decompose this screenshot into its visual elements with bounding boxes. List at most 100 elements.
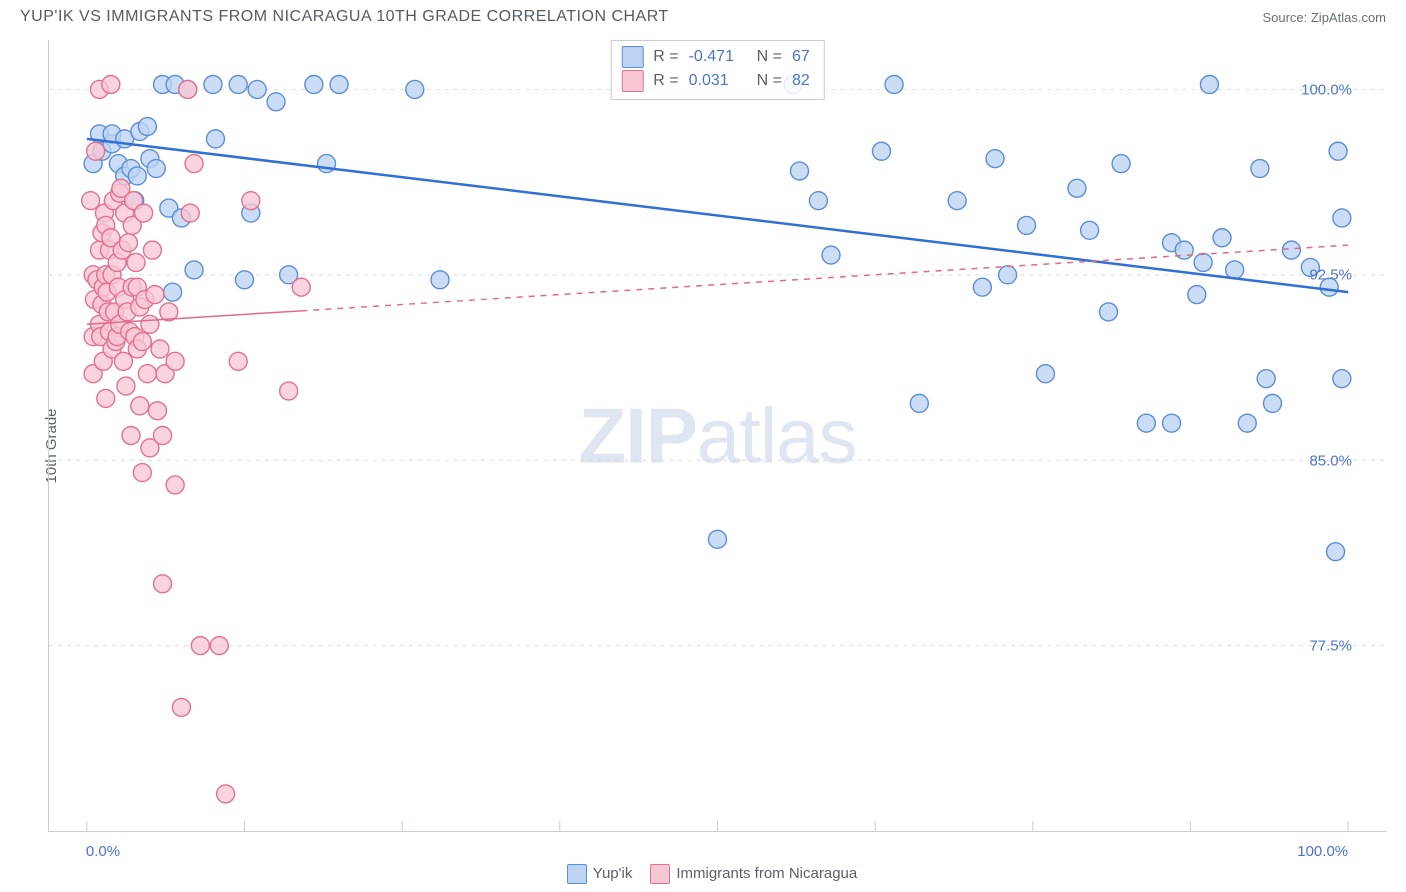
y-tick-label: 92.5% bbox=[1309, 267, 1352, 284]
r-value: 0.031 bbox=[689, 69, 747, 93]
data-point-yupik bbox=[185, 261, 203, 279]
data-point-nicaragua bbox=[133, 333, 151, 351]
data-point-yupik bbox=[973, 278, 991, 296]
data-point-yupik bbox=[1329, 142, 1347, 160]
data-point-yupik bbox=[1068, 179, 1086, 197]
data-point-yupik bbox=[1333, 370, 1351, 388]
data-point-nicaragua bbox=[117, 377, 135, 395]
data-point-yupik bbox=[1213, 229, 1231, 247]
data-point-nicaragua bbox=[127, 253, 145, 271]
data-point-yupik bbox=[1194, 253, 1212, 271]
data-point-nicaragua bbox=[146, 286, 164, 304]
data-point-nicaragua bbox=[166, 352, 184, 370]
data-point-nicaragua bbox=[131, 397, 149, 415]
legend-label: Yup'ik bbox=[593, 865, 633, 882]
data-point-nicaragua bbox=[185, 155, 203, 173]
data-point-yupik bbox=[406, 80, 424, 98]
data-point-yupik bbox=[986, 150, 1004, 168]
data-point-nicaragua bbox=[217, 785, 235, 803]
data-point-yupik bbox=[910, 394, 928, 412]
data-point-yupik bbox=[1137, 414, 1155, 432]
data-point-yupik bbox=[1251, 160, 1269, 178]
data-point-yupik bbox=[248, 80, 266, 98]
data-point-nicaragua bbox=[82, 192, 100, 210]
data-point-yupik bbox=[138, 118, 156, 136]
data-point-nicaragua bbox=[102, 76, 120, 94]
data-point-nicaragua bbox=[242, 192, 260, 210]
stats-swatch bbox=[621, 46, 643, 68]
data-point-nicaragua bbox=[154, 427, 172, 445]
data-point-nicaragua bbox=[87, 142, 105, 160]
legend-label: Immigrants from Nicaragua bbox=[676, 865, 857, 882]
data-point-nicaragua bbox=[119, 234, 137, 252]
y-tick-label: 77.5% bbox=[1309, 638, 1352, 655]
data-point-nicaragua bbox=[292, 278, 310, 296]
data-point-yupik bbox=[809, 192, 827, 210]
legend-swatch bbox=[567, 864, 587, 884]
r-value: -0.471 bbox=[689, 45, 747, 69]
r-label: R = bbox=[653, 45, 678, 69]
data-point-nicaragua bbox=[133, 464, 151, 482]
stats-swatch bbox=[621, 70, 643, 92]
legend-swatch bbox=[650, 864, 670, 884]
n-value: 67 bbox=[792, 45, 810, 69]
data-point-nicaragua bbox=[148, 402, 166, 420]
scatter-plot-svg bbox=[49, 40, 1386, 831]
data-point-nicaragua bbox=[191, 637, 209, 655]
data-point-yupik bbox=[128, 167, 146, 185]
y-tick-label: 85.0% bbox=[1309, 452, 1352, 469]
data-point-nicaragua bbox=[122, 427, 140, 445]
data-point-yupik bbox=[164, 283, 182, 301]
data-point-yupik bbox=[999, 266, 1017, 284]
data-point-yupik bbox=[1263, 394, 1281, 412]
chart-header: YUP'IK VS IMMIGRANTS FROM NICARAGUA 10TH… bbox=[0, 0, 1406, 32]
data-point-yupik bbox=[1226, 261, 1244, 279]
data-point-yupik bbox=[1282, 241, 1300, 259]
chart-area: ZIPatlas R = -0.471 N = 67 R = 0.031 N =… bbox=[48, 40, 1386, 832]
data-point-nicaragua bbox=[181, 204, 199, 222]
data-point-nicaragua bbox=[280, 382, 298, 400]
n-label: N = bbox=[757, 69, 782, 93]
data-point-yupik bbox=[709, 530, 727, 548]
data-point-yupik bbox=[1200, 76, 1218, 94]
x-tick-label: 0.0% bbox=[86, 843, 120, 860]
stats-row: R = -0.471 N = 67 bbox=[621, 45, 809, 69]
data-point-yupik bbox=[790, 162, 808, 180]
data-point-yupik bbox=[229, 76, 247, 94]
data-point-nicaragua bbox=[143, 241, 161, 259]
data-point-yupik bbox=[885, 76, 903, 94]
plot-area: ZIPatlas R = -0.471 N = 67 R = 0.031 N =… bbox=[48, 40, 1386, 832]
data-point-yupik bbox=[822, 246, 840, 264]
data-point-nicaragua bbox=[154, 575, 172, 593]
data-point-nicaragua bbox=[151, 340, 169, 358]
data-point-yupik bbox=[330, 76, 348, 94]
data-point-nicaragua bbox=[179, 80, 197, 98]
data-point-yupik bbox=[1257, 370, 1275, 388]
data-point-yupik bbox=[1163, 414, 1181, 432]
data-point-yupik bbox=[1036, 365, 1054, 383]
data-point-nicaragua bbox=[229, 352, 247, 370]
data-point-yupik bbox=[872, 142, 890, 160]
data-point-nicaragua bbox=[210, 637, 228, 655]
data-point-yupik bbox=[305, 76, 323, 94]
stats-legend-box: R = -0.471 N = 67 R = 0.031 N = 82 bbox=[610, 40, 824, 100]
data-point-yupik bbox=[1333, 209, 1351, 227]
source-label: Source: ZipAtlas.com bbox=[1262, 10, 1386, 25]
data-point-nicaragua bbox=[97, 389, 115, 407]
data-point-yupik bbox=[1188, 286, 1206, 304]
data-point-yupik bbox=[267, 93, 285, 111]
stats-row: R = 0.031 N = 82 bbox=[621, 69, 809, 93]
r-label: R = bbox=[653, 69, 678, 93]
data-point-nicaragua bbox=[172, 698, 190, 716]
data-point-nicaragua bbox=[166, 476, 184, 494]
data-point-yupik bbox=[1327, 543, 1345, 561]
data-point-yupik bbox=[948, 192, 966, 210]
data-point-yupik bbox=[207, 130, 225, 148]
data-point-yupik bbox=[147, 160, 165, 178]
data-point-nicaragua bbox=[135, 204, 153, 222]
data-point-nicaragua bbox=[141, 315, 159, 333]
chart-title: YUP'IK VS IMMIGRANTS FROM NICARAGUA 10TH… bbox=[20, 8, 669, 26]
data-point-yupik bbox=[1112, 155, 1130, 173]
data-point-yupik bbox=[204, 76, 222, 94]
data-point-yupik bbox=[431, 271, 449, 289]
